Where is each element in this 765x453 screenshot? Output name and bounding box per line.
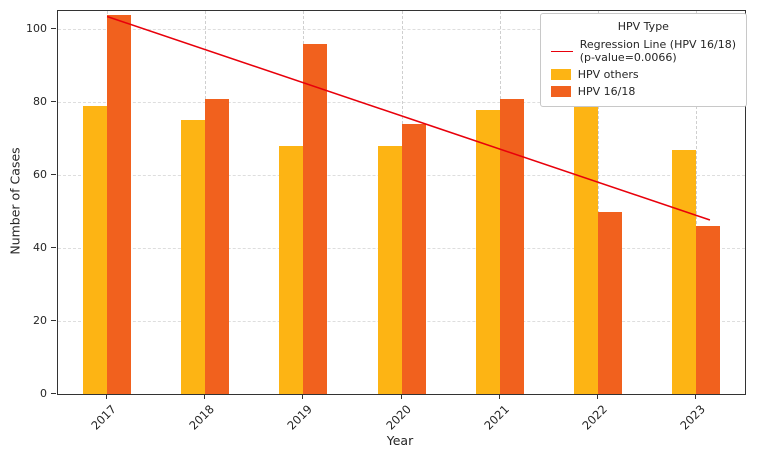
x-tick-mark xyxy=(302,394,304,399)
x-tick-mark xyxy=(400,394,402,399)
x-tick-label: 2018 xyxy=(186,402,218,433)
x-tick-mark xyxy=(596,394,598,399)
bar-hpv-others-2019 xyxy=(279,145,304,394)
regression-legend-label-line2: (p-value=0.0066) xyxy=(579,51,677,64)
y-tick-mark xyxy=(51,174,56,176)
y-tick-mark xyxy=(51,393,56,394)
bar-hpv-others-2017 xyxy=(83,105,108,394)
x-tick-mark xyxy=(694,394,696,399)
legend-item-hpv-others: HPV others xyxy=(550,68,736,81)
y-tick-label: 100 xyxy=(26,22,47,36)
bar-hpv-others-2021 xyxy=(475,109,500,394)
regression-legend-label-line1: Regression Line (HPV 16/18) xyxy=(579,38,736,51)
x-tick-mark xyxy=(498,394,500,399)
y-axis-label: Number of Cases xyxy=(7,147,23,255)
x-tick-label: 2017 xyxy=(88,402,119,433)
y-tick-mark xyxy=(51,247,56,249)
legend-item-regression: Regression Line (HPV 16/18) (p-value=0.0… xyxy=(550,38,736,64)
legend: HPV Type Regression Line (HPV 16/18) (p-… xyxy=(539,13,747,107)
bar-hpv-others-2018 xyxy=(181,120,206,394)
y-tick-label: 60 xyxy=(33,168,47,182)
hpv-1618-swatch xyxy=(550,86,571,97)
bar-hpv-16-18-2020 xyxy=(401,124,426,394)
bar-hpv-others-2020 xyxy=(377,145,402,394)
hpv-others-legend-label: HPV others xyxy=(577,68,639,81)
x-axis-label: Year xyxy=(386,433,414,448)
y-tick-mark xyxy=(51,320,56,322)
y-tick-mark xyxy=(51,28,56,30)
x-tick-label: 2021 xyxy=(480,402,512,433)
x-tick-mark xyxy=(204,394,206,399)
x-tick-mark xyxy=(106,394,108,399)
x-tick-label: 2020 xyxy=(382,402,414,433)
x-tick-label: 2019 xyxy=(284,402,316,433)
y-tick-label: 0 xyxy=(40,387,47,400)
legend-title: HPV Type xyxy=(617,20,669,33)
x-tick-label: 2023 xyxy=(677,402,708,433)
bar-hpv-others-2023 xyxy=(671,149,696,394)
regression-line-swatch xyxy=(550,50,573,52)
y-tick-label: 20 xyxy=(33,314,47,328)
hpv-1618-legend-label: HPV 16/18 xyxy=(577,85,636,98)
bar-hpv-others-2022 xyxy=(573,102,598,394)
bar-hpv-16-18-2023 xyxy=(695,226,720,394)
hpv-others-swatch xyxy=(550,69,571,80)
legend-item-hpv-1618: HPV 16/18 xyxy=(550,85,736,98)
bar-hpv-16-18-2021 xyxy=(499,98,524,394)
bar-hpv-16-18-2019 xyxy=(303,43,328,394)
regression-legend-label: Regression Line (HPV 16/18) (p-value=0.0… xyxy=(580,38,736,64)
bar-hpv-16-18-2018 xyxy=(205,98,230,394)
y-tick-mark xyxy=(51,101,56,103)
bar-hpv-16-18-2022 xyxy=(597,211,622,394)
y-tick-label: 40 xyxy=(33,241,47,255)
bar-hpv-16-18-2017 xyxy=(107,14,132,394)
y-tick-label: 80 xyxy=(33,95,47,109)
x-tick-label: 2022 xyxy=(579,402,610,433)
